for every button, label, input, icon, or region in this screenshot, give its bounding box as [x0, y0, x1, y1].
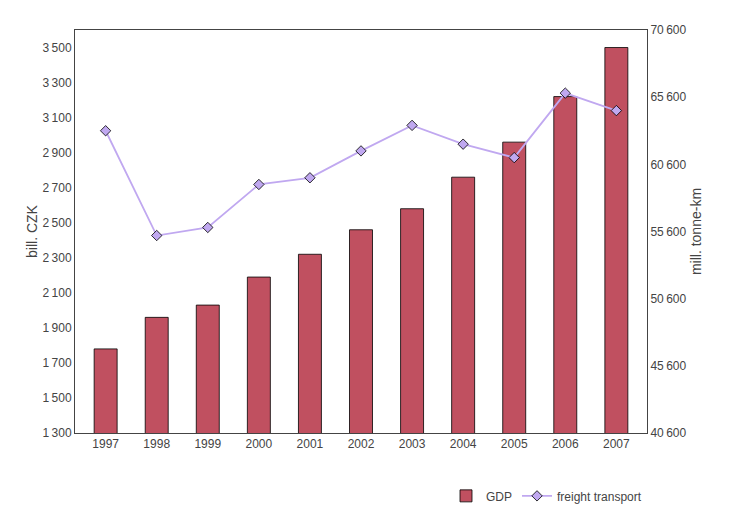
svg-text:mill. tonne-km: mill. tonne-km	[688, 188, 704, 275]
svg-text:2003: 2003	[399, 437, 426, 451]
svg-text:60 600: 60 600	[650, 158, 686, 172]
svg-text:70 600: 70 600	[650, 23, 686, 37]
svg-text:2 300: 2 300	[42, 251, 71, 265]
svg-text:GDP: GDP	[486, 490, 512, 504]
svg-text:40 600: 40 600	[650, 426, 686, 440]
svg-text:65 600: 65 600	[650, 90, 686, 104]
svg-text:3 500: 3 500	[42, 41, 71, 55]
svg-text:1 700: 1 700	[42, 356, 71, 370]
svg-text:1999: 1999	[194, 437, 221, 451]
svg-text:50 600: 50 600	[650, 292, 686, 306]
svg-text:1 900: 1 900	[42, 321, 71, 335]
svg-text:2000: 2000	[246, 437, 273, 451]
svg-text:2007: 2007	[603, 437, 630, 451]
svg-text:1 500: 1 500	[42, 391, 71, 405]
svg-text:45 600: 45 600	[650, 359, 686, 373]
svg-text:freight transport: freight transport	[557, 490, 642, 504]
svg-text:2002: 2002	[348, 437, 375, 451]
svg-text:55 600: 55 600	[650, 225, 686, 239]
svg-text:1 300: 1 300	[42, 426, 71, 440]
svg-text:2 900: 2 900	[42, 146, 71, 160]
svg-text:2005: 2005	[501, 437, 528, 451]
svg-text:2 700: 2 700	[42, 181, 71, 195]
svg-text:2006: 2006	[552, 437, 579, 451]
svg-text:2001: 2001	[297, 437, 324, 451]
svg-text:3 300: 3 300	[42, 76, 71, 90]
svg-text:2 500: 2 500	[42, 216, 71, 230]
svg-text:1998: 1998	[143, 437, 170, 451]
svg-text:bill. CZK: bill. CZK	[24, 204, 40, 258]
svg-text:1997: 1997	[92, 437, 119, 451]
svg-text:2004: 2004	[450, 437, 477, 451]
svg-text:3 100: 3 100	[42, 111, 71, 125]
svg-text:2 100: 2 100	[42, 286, 71, 300]
